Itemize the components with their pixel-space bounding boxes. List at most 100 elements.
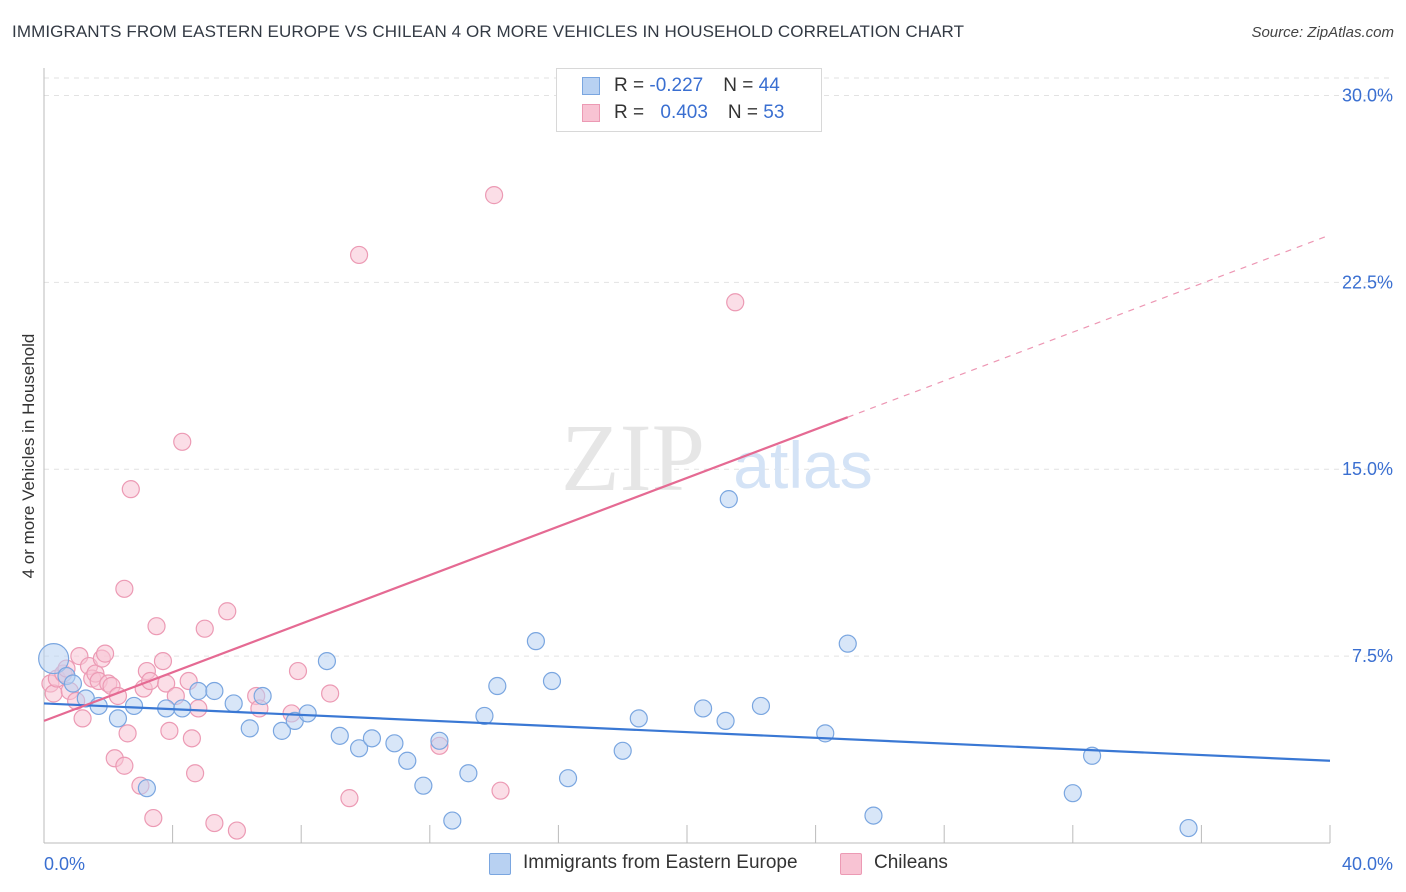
chilean-point bbox=[44, 684, 63, 703]
eastern-europe-point bbox=[693, 699, 713, 718]
y-tick-label: 15.0% bbox=[1342, 459, 1393, 479]
eastern-europe-point bbox=[475, 706, 494, 726]
chilean-point bbox=[195, 619, 214, 638]
trend-lines bbox=[43, 234, 1331, 762]
eastern-europe-trend-solid bbox=[43, 702, 1331, 762]
chilean-point bbox=[227, 821, 246, 840]
chilean-point bbox=[121, 480, 140, 499]
x-tick-label-min: 0.0% bbox=[44, 854, 85, 874]
eastern-europe-point bbox=[751, 696, 771, 716]
x-tick-label-max: 40.0% bbox=[1342, 854, 1393, 874]
chilean-point bbox=[726, 293, 745, 312]
eastern-europe-point bbox=[137, 779, 156, 798]
chileans-trend-dashed bbox=[847, 234, 1331, 418]
eastern-europe-point bbox=[488, 676, 507, 696]
chilean-point bbox=[144, 808, 163, 828]
eastern-europe-point bbox=[526, 632, 545, 651]
eastern-europe-point bbox=[1179, 818, 1198, 838]
chilean-point bbox=[189, 699, 208, 718]
eastern-europe-point bbox=[330, 726, 349, 745]
eastern-europe-point bbox=[1082, 746, 1102, 765]
legend-r-label: R = bbox=[614, 102, 650, 123]
eastern-europe-point bbox=[224, 694, 243, 713]
legend-swatch-blue bbox=[582, 77, 600, 95]
y-tick-label: 7.5% bbox=[1352, 646, 1393, 666]
chilean-point bbox=[186, 764, 205, 783]
grid bbox=[44, 77, 1392, 657]
bottom-legend-label: Immigrants from Eastern Europe bbox=[523, 852, 798, 873]
eastern-europe-point bbox=[613, 741, 632, 760]
legend-n-value: 44 bbox=[758, 75, 780, 96]
eastern-europe-point bbox=[349, 739, 369, 758]
legend-swatch-pink bbox=[582, 104, 600, 122]
chilean-point bbox=[485, 186, 504, 205]
chilean-point bbox=[205, 813, 224, 833]
eastern-europe-point bbox=[542, 671, 562, 691]
eastern-europe-point bbox=[272, 721, 292, 740]
chilean-point bbox=[491, 781, 510, 800]
bottom-legend-swatch-blue bbox=[489, 853, 511, 875]
chilean-point bbox=[153, 651, 173, 671]
chilean-point bbox=[115, 579, 134, 598]
eastern-europe-point bbox=[864, 806, 883, 825]
eastern-europe-point bbox=[443, 811, 462, 830]
chilean-point bbox=[147, 617, 166, 636]
source-label: Source: ZipAtlas.com bbox=[1251, 24, 1394, 41]
watermark: ZIP atlas bbox=[561, 404, 873, 511]
correlation-legend: R = -0.227 N = 44 R = 0.403 N = 53 bbox=[556, 68, 822, 132]
eastern-europe-point bbox=[205, 681, 224, 701]
chilean-point bbox=[173, 432, 192, 451]
chilean-point bbox=[115, 756, 134, 775]
tick-labels: 7.5% 15.0% 22.5% 30.0% 0.0% 40.0% bbox=[44, 85, 1393, 874]
chileans-points bbox=[41, 186, 745, 840]
eastern-europe-point bbox=[38, 643, 70, 675]
eastern-europe-point bbox=[253, 686, 272, 706]
chilean-point bbox=[288, 661, 308, 681]
chilean-point bbox=[321, 684, 340, 703]
eastern-europe-point bbox=[362, 729, 382, 748]
legend-n-value: 53 bbox=[763, 102, 785, 123]
bottom-legend-label: Chileans bbox=[874, 852, 948, 873]
eastern-europe-point bbox=[124, 696, 144, 716]
watermark-atlas: atlas bbox=[733, 428, 872, 502]
eastern-europe-point bbox=[430, 731, 449, 750]
legend-r-value: 0.403 bbox=[660, 102, 708, 123]
chilean-point bbox=[118, 724, 137, 743]
chilean-point bbox=[73, 709, 92, 728]
chilean-point bbox=[218, 602, 237, 621]
legend-r-label: R = bbox=[614, 75, 650, 96]
eastern-europe-point bbox=[385, 734, 404, 753]
legend-n-label: N = bbox=[723, 75, 759, 96]
eastern-europe-point bbox=[629, 709, 648, 728]
eastern-europe-point bbox=[719, 490, 738, 509]
eastern-europe-point bbox=[414, 776, 433, 795]
chileans-trend-solid bbox=[43, 416, 849, 722]
chilean-point bbox=[340, 789, 359, 808]
axes bbox=[43, 68, 1331, 844]
legend-r-value: -0.227 bbox=[649, 75, 704, 96]
eastern-europe-point bbox=[189, 681, 208, 701]
y-tick-label: 30.0% bbox=[1342, 85, 1393, 105]
eastern-europe-point bbox=[716, 711, 735, 730]
watermark-zip: ZIP bbox=[561, 404, 705, 511]
chilean-point bbox=[95, 644, 115, 663]
eastern-europe-point bbox=[63, 674, 83, 693]
eastern-europe-point bbox=[838, 634, 857, 653]
y-tick-label: 22.5% bbox=[1342, 272, 1393, 292]
chilean-point bbox=[349, 245, 369, 265]
eastern-europe-point bbox=[317, 651, 337, 671]
chilean-point bbox=[182, 729, 201, 748]
bottom-legend-swatch-pink bbox=[840, 853, 862, 875]
eastern-europe-point bbox=[398, 751, 417, 770]
eastern-europe-point bbox=[298, 704, 317, 723]
eastern-europe-point bbox=[1063, 784, 1082, 803]
eastern-europe-points bbox=[38, 490, 1198, 838]
eastern-europe-point bbox=[108, 709, 128, 728]
chart-title: IMMIGRANTS FROM EASTERN EUROPE VS CHILEA… bbox=[12, 22, 965, 41]
chilean-point bbox=[160, 721, 179, 740]
eastern-europe-point bbox=[558, 769, 578, 788]
eastern-europe-point bbox=[459, 764, 478, 783]
eastern-europe-point bbox=[240, 719, 259, 738]
legend-n-label: N = bbox=[727, 102, 764, 123]
